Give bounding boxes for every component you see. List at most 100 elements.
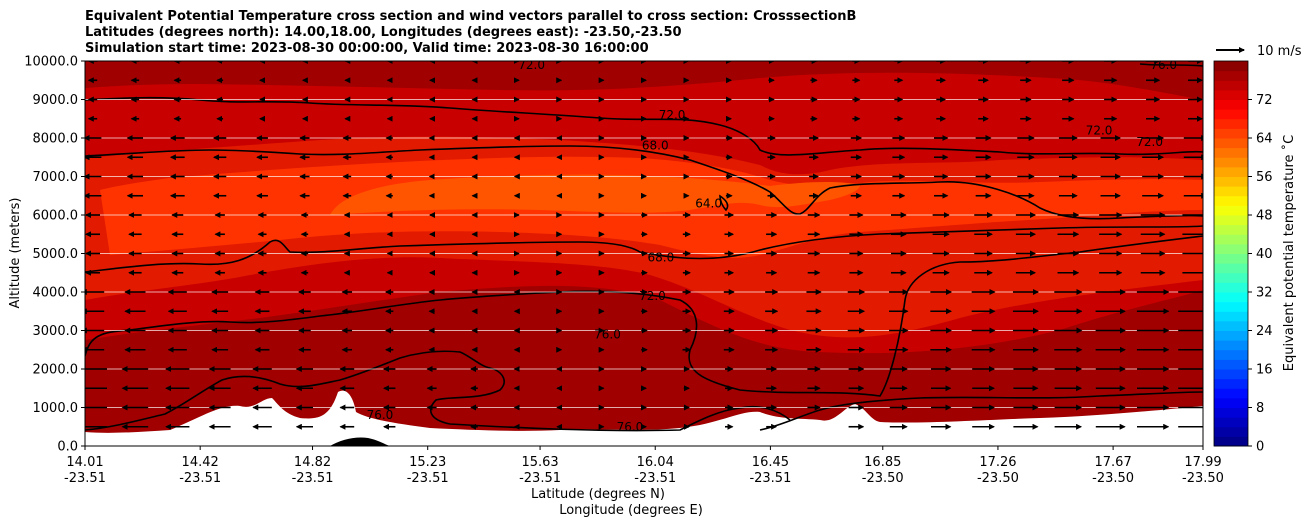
y-tick-label: 6000.0 xyxy=(33,209,79,224)
wind-vectors xyxy=(85,61,1203,430)
contour-line-72-lower xyxy=(85,235,1203,397)
colorbar-segment xyxy=(1214,301,1248,312)
colorbar-segment xyxy=(1214,340,1248,351)
y-axis-label: Altitude (meters) xyxy=(8,198,23,309)
colorbar-segment xyxy=(1214,195,1248,206)
colorbar-segment xyxy=(1214,215,1248,226)
colorbar-segment xyxy=(1214,388,1248,399)
contour-label: 72.0 xyxy=(639,289,666,303)
x-tick-label-latitude: 14.82 xyxy=(294,455,331,470)
contour-label: 72.0 xyxy=(659,108,686,122)
x-tick-label-longitude: -23.51 xyxy=(749,471,791,486)
colorbar-segment xyxy=(1214,118,1248,129)
colorbar-label: Equivalent potential temperature ˚C xyxy=(1281,135,1297,371)
y-tick-label: 9000.0 xyxy=(33,93,79,108)
y-tick-label: 0.0 xyxy=(57,440,78,455)
colorbar-segment xyxy=(1214,176,1248,187)
colorbar-segment xyxy=(1214,263,1248,274)
colorbar-segment xyxy=(1214,436,1248,447)
terrain-mask xyxy=(85,390,1203,446)
x-tick-label-longitude: -23.51 xyxy=(179,471,221,486)
colorbar-segment xyxy=(1214,330,1248,341)
contour-label: 72.0 xyxy=(1086,123,1113,137)
y-tick-label: 4000.0 xyxy=(33,286,79,301)
colorbar-segment xyxy=(1214,378,1248,389)
colorbar-segment xyxy=(1214,292,1248,303)
x-tick-label-longitude: -23.51 xyxy=(292,471,334,486)
colorbar-segment xyxy=(1214,282,1248,293)
colorbar-tick-label: 24 xyxy=(1256,324,1273,339)
terrain-black xyxy=(330,437,390,446)
wind-key-label: 10 m/s xyxy=(1257,44,1302,59)
y-tick-label: 7000.0 xyxy=(33,170,79,185)
colorbar-segment xyxy=(1214,99,1248,110)
x-tick-label-latitude: 17.26 xyxy=(979,455,1016,470)
y-tick-label: 1000.0 xyxy=(33,401,79,416)
colorbar-segment xyxy=(1214,186,1248,197)
x-axis: 14.01-23.5114.42-23.5114.82-23.5115.23-2… xyxy=(64,446,1224,486)
contour-label: 76.0 xyxy=(367,408,394,422)
colorbar-segment xyxy=(1214,397,1248,408)
contour-label: 76.0 xyxy=(617,420,644,434)
colorbar-segment xyxy=(1214,109,1248,120)
contour-label: 72.0 xyxy=(1136,135,1163,149)
colorbar-segment xyxy=(1214,359,1248,370)
contour-label: 64.0 xyxy=(695,196,722,210)
x-tick-label-latitude: 16.85 xyxy=(864,455,901,470)
colorbar-tick-label: 16 xyxy=(1256,363,1273,378)
y-tick-label: 8000.0 xyxy=(33,132,79,147)
contour-line-76-top xyxy=(1139,63,1203,67)
colorbar-segment xyxy=(1214,157,1248,168)
contour-label: 76.0 xyxy=(1150,58,1177,72)
contour-line-76-lower xyxy=(85,350,791,432)
colorbar-segment xyxy=(1214,70,1248,81)
colorbar-tick-label: 0 xyxy=(1256,440,1264,455)
band-60 xyxy=(330,174,860,215)
colorbar-segment xyxy=(1214,61,1248,72)
x-tick-label-longitude: -23.51 xyxy=(519,471,561,486)
x-axis-label-latitude: Latitude (degrees N) xyxy=(531,487,665,502)
x-tick-label-longitude: -23.50 xyxy=(1092,471,1134,486)
x-tick-label-latitude: 17.99 xyxy=(1184,455,1221,470)
y-axis: 0.0 1000.0 2000.0 3000.0 4000.0 5000.0 6000.0 7… xyxy=(24,55,85,455)
colorbar-segment xyxy=(1214,205,1248,216)
colorbar-tick-label: 40 xyxy=(1256,247,1273,262)
title-line-2: Latitudes (degrees north): 14.00,18.00, … xyxy=(85,25,682,40)
contour-label: 68.0 xyxy=(642,139,669,153)
contour-line-72-upper xyxy=(85,96,1203,156)
colorbar-segment xyxy=(1214,349,1248,360)
contour-label: 68.0 xyxy=(647,250,674,264)
contour-labels: 72.0 72.0 68.0 72.0 72.0 76.0 64.0 68.0 72.0 76.0… xyxy=(367,58,1177,434)
colorbar-tick-label: 32 xyxy=(1256,286,1273,301)
x-tick-label-latitude: 14.01 xyxy=(66,455,103,470)
contour-line-68-lower xyxy=(85,225,1203,273)
title-line-1: Equivalent Potential Temperature cross s… xyxy=(85,9,857,24)
colorbar-segment xyxy=(1214,89,1248,100)
x-tick-label-latitude: 16.04 xyxy=(637,455,674,470)
colorbar-segment xyxy=(1214,369,1248,380)
x-tick-label-latitude: 14.42 xyxy=(182,455,219,470)
x-tick-label-latitude: 15.23 xyxy=(409,455,446,470)
y-tick-label: 2000.0 xyxy=(33,363,79,378)
x-tick-label-latitude: 16.45 xyxy=(752,455,789,470)
contour-label: 72.0 xyxy=(518,58,545,72)
x-tick-label-longitude: -23.50 xyxy=(977,471,1019,486)
colorbar-segment xyxy=(1214,147,1248,158)
x-tick-label-latitude: 17.67 xyxy=(1095,455,1132,470)
colorbar-segment xyxy=(1214,426,1248,437)
colorbar-segment xyxy=(1214,272,1248,283)
colorbar-segment xyxy=(1214,311,1248,322)
x-tick-label-longitude: -23.51 xyxy=(407,471,449,486)
y-tick-label: 10000.0 xyxy=(24,55,78,70)
contour-lines xyxy=(85,63,1203,432)
contour-line-76-right xyxy=(759,391,1203,431)
contour-line-64 xyxy=(719,194,729,212)
x-tick-label-longitude: -23.51 xyxy=(634,471,676,486)
y-tick-label: 3000.0 xyxy=(33,324,79,339)
colorbar-segment xyxy=(1214,243,1248,254)
x-tick-label-latitude: 15.63 xyxy=(521,455,558,470)
x-axis-label-longitude: Longitude (degrees E) xyxy=(559,503,703,518)
title-line-3: Simulation start time: 2023-08-30 00:00:… xyxy=(85,41,649,56)
colorbar-segment xyxy=(1214,234,1248,245)
colorbar-segment xyxy=(1214,138,1248,149)
